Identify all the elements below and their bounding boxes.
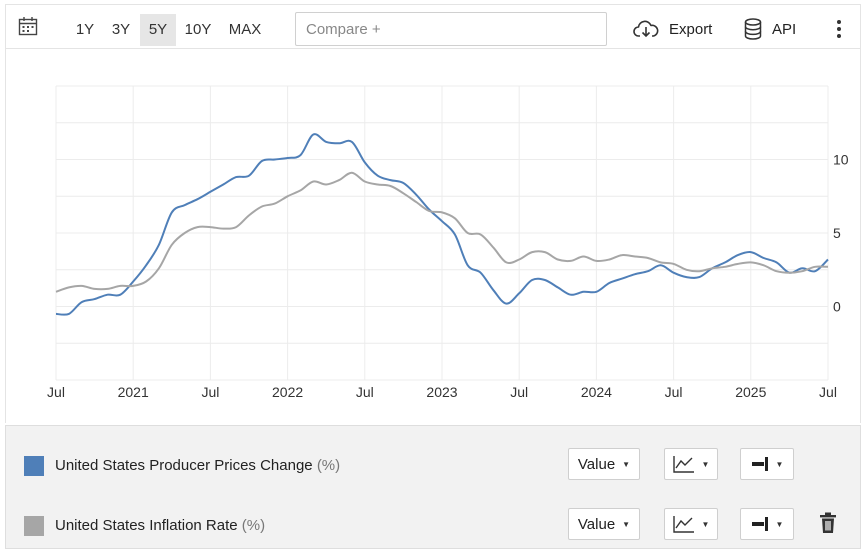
y-tick-label: 0 xyxy=(833,299,841,315)
grid-lines xyxy=(55,85,829,381)
axis-right-icon xyxy=(751,457,768,471)
chart-toolbar: 1Y 3Y 5Y 10Y MAX Export API xyxy=(5,4,861,49)
calendar-icon[interactable] xyxy=(18,16,38,36)
series-color-swatch[interactable] xyxy=(24,456,44,476)
x-tick-label: Jul xyxy=(47,384,65,400)
axis-right-icon xyxy=(751,517,768,531)
line-chart-icon xyxy=(672,456,694,473)
value-dropdown[interactable]: Value ▼ xyxy=(568,448,640,480)
range-3y-button[interactable]: 3Y xyxy=(111,21,131,38)
line-chart-icon xyxy=(672,516,694,533)
value-dropdown[interactable]: Value ▼ xyxy=(568,508,640,540)
trash-icon[interactable] xyxy=(819,512,837,534)
x-tick-label: Jul xyxy=(356,384,374,400)
series-layer xyxy=(55,133,829,316)
series-name-text: United States Producer Prices Change xyxy=(55,457,313,474)
api-label: API xyxy=(772,20,797,38)
value-dropdown-label: Value xyxy=(577,455,616,473)
caret-down-icon: ▼ xyxy=(775,459,784,469)
x-axis-ticks: Jul 2021 Jul 2022 Jul 2023 Jul 2024 Jul 2025 Jul xyxy=(47,384,837,400)
axis-side-dropdown[interactable]: ▼ xyxy=(740,508,794,540)
chart-type-dropdown[interactable]: ▼ xyxy=(664,508,718,540)
x-tick-label: 2021 xyxy=(118,384,149,400)
cloud-download-icon xyxy=(633,20,659,38)
caret-down-icon: ▼ xyxy=(701,519,710,529)
x-tick-label: Jul xyxy=(819,384,837,400)
value-dropdown-label: Value xyxy=(577,515,616,533)
y-tick-label: 5 xyxy=(833,225,841,241)
series-name: United States Inflation Rate (%) xyxy=(55,517,265,534)
series-name: United States Producer Prices Change (%) xyxy=(55,457,340,474)
database-icon xyxy=(744,18,762,40)
axis-side-dropdown[interactable]: ▼ xyxy=(740,448,794,480)
x-tick-label: Jul xyxy=(510,384,528,400)
legend-row-inflation-rate: United States Inflation Rate (%) Value ▼… xyxy=(6,494,860,544)
export-label: Export xyxy=(669,20,713,38)
range-1y-button[interactable]: 1Y xyxy=(75,21,95,38)
compare-input[interactable] xyxy=(295,12,607,46)
caret-down-icon: ▼ xyxy=(775,519,784,529)
chart-type-dropdown[interactable]: ▼ xyxy=(664,448,718,480)
caret-down-icon: ▼ xyxy=(701,459,710,469)
x-tick-label: Jul xyxy=(201,384,219,400)
y-axis-ticks: 0 5 10 xyxy=(833,152,849,315)
caret-down-icon: ▼ xyxy=(622,459,631,469)
x-tick-label: Jul xyxy=(665,384,683,400)
range-5y-button[interactable]: 5Y xyxy=(140,14,176,46)
series-color-swatch[interactable] xyxy=(24,516,44,536)
x-tick-label: 2023 xyxy=(426,384,457,400)
range-max-button[interactable]: MAX xyxy=(228,21,262,38)
x-tick-label: 2022 xyxy=(272,384,303,400)
series-line-producer-prices[interactable] xyxy=(55,133,829,316)
series-unit: (%) xyxy=(316,457,341,474)
chart-area: Jul 2021 Jul 2022 Jul 2023 Jul 2024 Jul 2025 Jul 0… xyxy=(5,49,861,423)
series-name-text: United States Inflation Rate xyxy=(55,517,238,534)
api-button[interactable]: API xyxy=(744,14,796,44)
x-tick-label: 2025 xyxy=(735,384,766,400)
vertical-ellipsis-icon[interactable] xyxy=(832,18,846,40)
range-10y-button[interactable]: 10Y xyxy=(184,21,212,38)
y-tick-label: 10 xyxy=(833,152,849,168)
line-chart: Jul 2021 Jul 2022 Jul 2023 Jul 2024 Jul 2025 Jul 0… xyxy=(47,85,849,400)
series-legend-panel: United States Producer Prices Change (%)… xyxy=(5,425,861,549)
export-button[interactable]: Export xyxy=(633,14,712,44)
caret-down-icon: ▼ xyxy=(622,519,631,529)
series-unit: (%) xyxy=(241,517,266,534)
series-line-inflation-rate[interactable] xyxy=(55,171,829,293)
legend-row-producer-prices: United States Producer Prices Change (%)… xyxy=(6,434,860,484)
x-tick-label: 2024 xyxy=(581,384,612,400)
